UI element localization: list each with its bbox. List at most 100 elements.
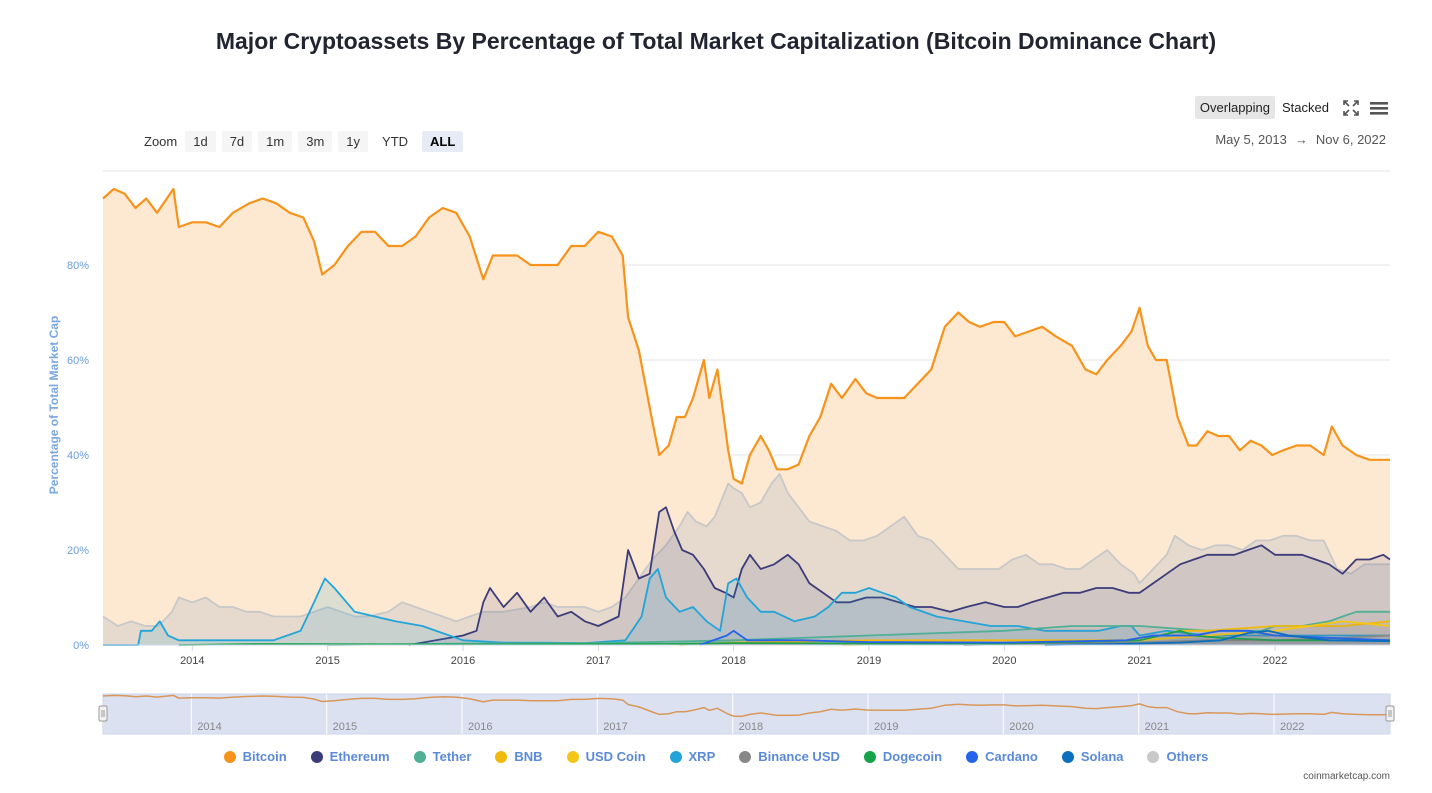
dogecoin-area bbox=[178, 630, 1390, 645]
navigator-tick-label: 2016 bbox=[468, 721, 492, 733]
ethereum-line[interactable] bbox=[408, 506, 1391, 646]
legend-label: Others bbox=[1166, 749, 1209, 764]
y-tick-label: 0% bbox=[73, 640, 89, 652]
legend-label: BNB bbox=[514, 749, 543, 764]
xrp-line[interactable] bbox=[103, 568, 1390, 646]
navigator-series-line bbox=[102, 694, 1390, 718]
legend-marker bbox=[495, 750, 508, 763]
chart-title: Major Cryptoassets By Percentage of Tota… bbox=[215, 28, 1217, 54]
zoom-all-button[interactable]: ALL bbox=[422, 130, 464, 152]
view-mode-toolbar: Overlapping Stacked bbox=[1193, 96, 1390, 119]
navigator-tick-label: 2015 bbox=[333, 721, 357, 733]
navigator-tick-label: 2022 bbox=[1280, 721, 1304, 733]
legend-marker bbox=[1147, 750, 1160, 763]
navigator-left-handle[interactable] bbox=[98, 705, 108, 722]
range-from[interactable]: May 5, 2013 bbox=[1215, 132, 1287, 147]
binance-usd-area bbox=[963, 635, 1390, 645]
zoom-label: Zoom bbox=[144, 133, 178, 149]
x-tick-label: 2020 bbox=[992, 655, 1016, 667]
legend-marker bbox=[566, 750, 579, 763]
range-to[interactable]: Nov 6, 2022 bbox=[1315, 132, 1386, 147]
x-tick-label: 2014 bbox=[180, 655, 204, 667]
dominance-chart: 0%20%40%60%80% 2014 2015 2016 2017 2018 2019 2… bbox=[67, 170, 1395, 735]
x-tick-label: 2021 bbox=[1127, 655, 1151, 667]
cardano-area bbox=[699, 630, 1390, 645]
navigator-tick-label: 2021 bbox=[1145, 721, 1169, 733]
x-tick-label: 2015 bbox=[315, 655, 339, 667]
navigator-tick-label: 2018 bbox=[739, 721, 763, 733]
y-tick-label: 80% bbox=[67, 260, 89, 272]
legend-item-binance-usd[interactable]: Binance USD bbox=[739, 749, 840, 764]
legend-item-dogecoin[interactable]: Dogecoin bbox=[863, 749, 943, 764]
zoom-1y-button[interactable]: 1y bbox=[338, 130, 369, 152]
y-axis-ticks: 0% 20% 40% 60% 80% bbox=[67, 260, 89, 652]
navigator-tick-label: 2020 bbox=[1009, 721, 1033, 733]
legend-item-tether[interactable]: Tether bbox=[413, 749, 472, 764]
legend-marker bbox=[310, 750, 323, 763]
legend-marker bbox=[739, 750, 752, 763]
fullscreen-icon[interactable] bbox=[1340, 97, 1362, 119]
navigator-tick-label: 2017 bbox=[603, 721, 627, 733]
legend-marker bbox=[863, 750, 876, 763]
bitcoin-line[interactable] bbox=[102, 187, 1390, 485]
y-tick-label: 40% bbox=[67, 450, 89, 462]
legend-label: Binance USD bbox=[758, 749, 840, 764]
legend-label: XRP bbox=[688, 749, 716, 764]
zoom-1d-button[interactable]: 1d bbox=[185, 130, 216, 152]
navigator-tick-label: 2014 bbox=[197, 721, 221, 733]
legend-marker bbox=[966, 750, 979, 763]
legend-label: Ethereum bbox=[329, 749, 390, 764]
navigator[interactable]: 2014 2015 2016 2017 2018 2019 2020 2021 2022 bbox=[98, 693, 1395, 735]
legend: Bitcoin Ethereum Tether BNB USD Coin XRP Binan… bbox=[0, 749, 1432, 764]
tether-area bbox=[327, 611, 1391, 645]
range-separator: → bbox=[1294, 132, 1308, 147]
source-credit: coinmarketcap.com bbox=[1303, 771, 1390, 782]
x-tick-label: 2017 bbox=[586, 655, 610, 667]
legend-marker bbox=[669, 750, 682, 763]
legend-label: Tether bbox=[432, 749, 472, 764]
legend-label: Dogecoin bbox=[882, 749, 943, 764]
hamburger-menu-icon[interactable] bbox=[1368, 97, 1390, 119]
zoom-3m-button[interactable]: 3m bbox=[298, 130, 333, 152]
zoom-toolbar: Zoom 1d 7d 1m 3m 1y YTD ALL bbox=[144, 130, 469, 152]
y-tick-label: 20% bbox=[67, 545, 89, 557]
y-tick-label: 60% bbox=[67, 355, 89, 367]
bnb-area bbox=[679, 621, 1390, 645]
others-line[interactable] bbox=[102, 473, 1390, 627]
solana-area bbox=[1044, 630, 1390, 645]
legend-marker bbox=[413, 750, 426, 763]
zoom-7d-button[interactable]: 7d bbox=[221, 130, 253, 152]
legend-item-usd-coin[interactable]: USD Coin bbox=[566, 749, 646, 764]
xrp-area bbox=[103, 569, 1390, 645]
zoom-1m-button[interactable]: 1m bbox=[258, 130, 293, 152]
legend-item-others[interactable]: Others bbox=[1147, 749, 1208, 764]
date-range: May 5, 2013 → Nov 6, 2022 bbox=[1215, 132, 1386, 147]
x-axis-ticks: 2014 2015 2016 2017 2018 2019 2020 2021 2022 bbox=[180, 645, 1287, 667]
zoom-ytd-button[interactable]: YTD bbox=[382, 133, 409, 149]
legend-item-cardano[interactable]: Cardano bbox=[966, 749, 1038, 764]
x-tick-label: 2022 bbox=[1263, 655, 1287, 667]
legend-item-bnb[interactable]: BNB bbox=[495, 749, 543, 764]
bitcoin-area bbox=[103, 189, 1390, 645]
cardano-line[interactable] bbox=[699, 629, 1391, 646]
legend-label: USD Coin bbox=[585, 749, 646, 764]
x-tick-label: 2016 bbox=[451, 655, 475, 667]
legend-label: Cardano bbox=[985, 749, 1038, 764]
legend-marker bbox=[1061, 750, 1074, 763]
tether-line[interactable] bbox=[327, 610, 1390, 646]
x-tick-label: 2019 bbox=[857, 655, 881, 667]
solana-line[interactable] bbox=[1044, 629, 1391, 646]
x-tick-label: 2018 bbox=[721, 655, 745, 667]
legend-item-bitcoin[interactable]: Bitcoin bbox=[223, 749, 287, 764]
navigator-right-handle[interactable] bbox=[1385, 705, 1395, 722]
legend-item-ethereum[interactable]: Ethereum bbox=[310, 749, 390, 764]
legend-item-solana[interactable]: Solana bbox=[1061, 749, 1124, 764]
overlapping-button[interactable]: Overlapping bbox=[1194, 96, 1276, 119]
legend-label: Bitcoin bbox=[242, 749, 287, 764]
legend-label: Solana bbox=[1080, 749, 1124, 764]
series-layer bbox=[102, 187, 1391, 646]
ethereum-area bbox=[408, 507, 1390, 645]
legend-item-xrp[interactable]: XRP bbox=[669, 749, 716, 764]
stacked-button[interactable]: Stacked bbox=[1282, 100, 1329, 115]
navigator-tick-label: 2019 bbox=[874, 721, 898, 733]
